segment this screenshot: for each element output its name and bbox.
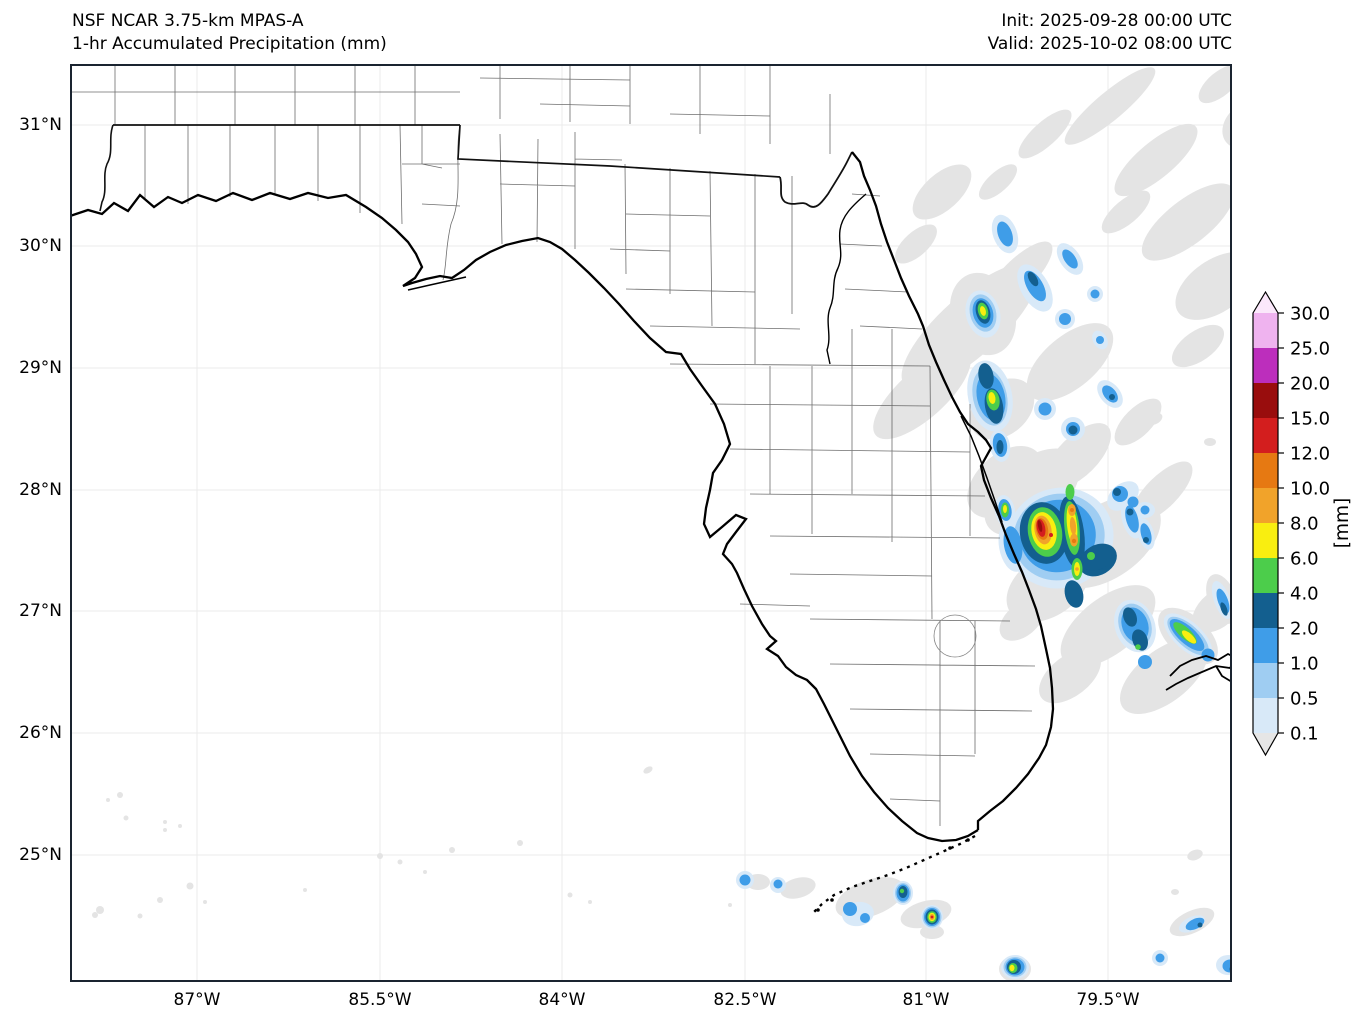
plot-title: NSF NCAR 3.75-km MPAS-A 1-hr Accumulated… xyxy=(72,10,387,56)
colorbar-unit-label: [mm] xyxy=(1332,498,1353,548)
init-time: Init: 2025-09-28 00:00 UTC xyxy=(1001,11,1232,31)
colorbar-tick-label: 20.0 xyxy=(1290,374,1330,395)
colorbar-tick-label: 0.1 xyxy=(1290,724,1319,745)
lon-tick-label: 79.5°W xyxy=(1076,990,1140,1010)
lat-tick-label: 25°N xyxy=(19,845,62,865)
map-panel xyxy=(70,64,1232,982)
lon-tick-label: 84°W xyxy=(538,990,586,1010)
lat-tick-label: 31°N xyxy=(19,115,62,135)
colorbar-tick-label: 0.5 xyxy=(1290,689,1319,710)
lat-tick-label: 26°N xyxy=(19,723,62,743)
county-borders xyxy=(70,64,1036,826)
lon-tick-label: 81°W xyxy=(902,990,950,1010)
map-canvas xyxy=(70,64,1232,982)
colorbar-tick-label: 8.0 xyxy=(1290,514,1319,535)
lon-tick-label: 87°W xyxy=(173,990,221,1010)
lon-tick-label: 85.5°W xyxy=(348,990,412,1010)
state-borders xyxy=(99,124,853,212)
colorbar-tick-label: 12.0 xyxy=(1290,444,1330,465)
colorbar-tick-label: 4.0 xyxy=(1290,584,1319,605)
colorbar-tick-label: 1.0 xyxy=(1290,654,1319,675)
lon-tick-label: 82.5°W xyxy=(713,990,777,1010)
colorbar: 30.0 25.0 20.0 15.0 12.0 10.0 8.0 6.0 4.0 2.0 1.0 0… xyxy=(1252,290,1353,757)
lat-tick-label: 30°N xyxy=(19,236,62,256)
precip-layer xyxy=(92,64,1232,982)
colorbar-tick-label: 30.0 xyxy=(1290,304,1330,325)
run-timestamps: Init: 2025-09-28 00:00 UTC Valid: 2025-1… xyxy=(988,10,1232,56)
colorbar-tick-label: 15.0 xyxy=(1290,409,1330,430)
colorbar-tick-label: 25.0 xyxy=(1290,339,1330,360)
lat-tick-label: 28°N xyxy=(19,480,62,500)
valid-time: Valid: 2025-10-02 08:00 UTC xyxy=(987,34,1232,54)
map-frame xyxy=(70,64,1232,982)
coastline xyxy=(70,151,1232,913)
model-name: NSF NCAR 3.75-km MPAS-A xyxy=(72,11,304,31)
lat-tick-label: 27°N xyxy=(19,601,62,621)
colorbar-tick-label: 6.0 xyxy=(1290,549,1319,570)
lat-tick-label: 29°N xyxy=(19,358,62,378)
colorbar-tick-label: 2.0 xyxy=(1290,619,1319,640)
colorbar-tick-label: 10.0 xyxy=(1290,479,1330,500)
product-name: 1-hr Accumulated Precipitation (mm) xyxy=(72,34,387,54)
